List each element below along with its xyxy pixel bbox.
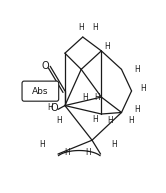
Text: H: H bbox=[140, 84, 146, 93]
Text: H: H bbox=[107, 116, 113, 125]
Text: H: H bbox=[92, 115, 98, 124]
Text: Abs: Abs bbox=[32, 87, 49, 96]
Text: H: H bbox=[92, 23, 98, 32]
Text: H: H bbox=[82, 93, 88, 102]
Text: H: H bbox=[134, 105, 140, 114]
FancyBboxPatch shape bbox=[22, 81, 59, 101]
Text: H: H bbox=[78, 23, 84, 32]
Text: O: O bbox=[42, 61, 49, 70]
Text: O: O bbox=[50, 103, 58, 113]
Text: H: H bbox=[94, 93, 100, 102]
Text: H: H bbox=[47, 103, 53, 112]
Text: H: H bbox=[85, 148, 91, 157]
Text: H: H bbox=[105, 42, 110, 51]
Text: H: H bbox=[40, 140, 45, 149]
Text: H: H bbox=[128, 116, 134, 125]
Text: H: H bbox=[134, 65, 140, 74]
Text: H: H bbox=[57, 116, 62, 125]
Text: H: H bbox=[111, 140, 117, 149]
Text: H: H bbox=[64, 148, 70, 157]
